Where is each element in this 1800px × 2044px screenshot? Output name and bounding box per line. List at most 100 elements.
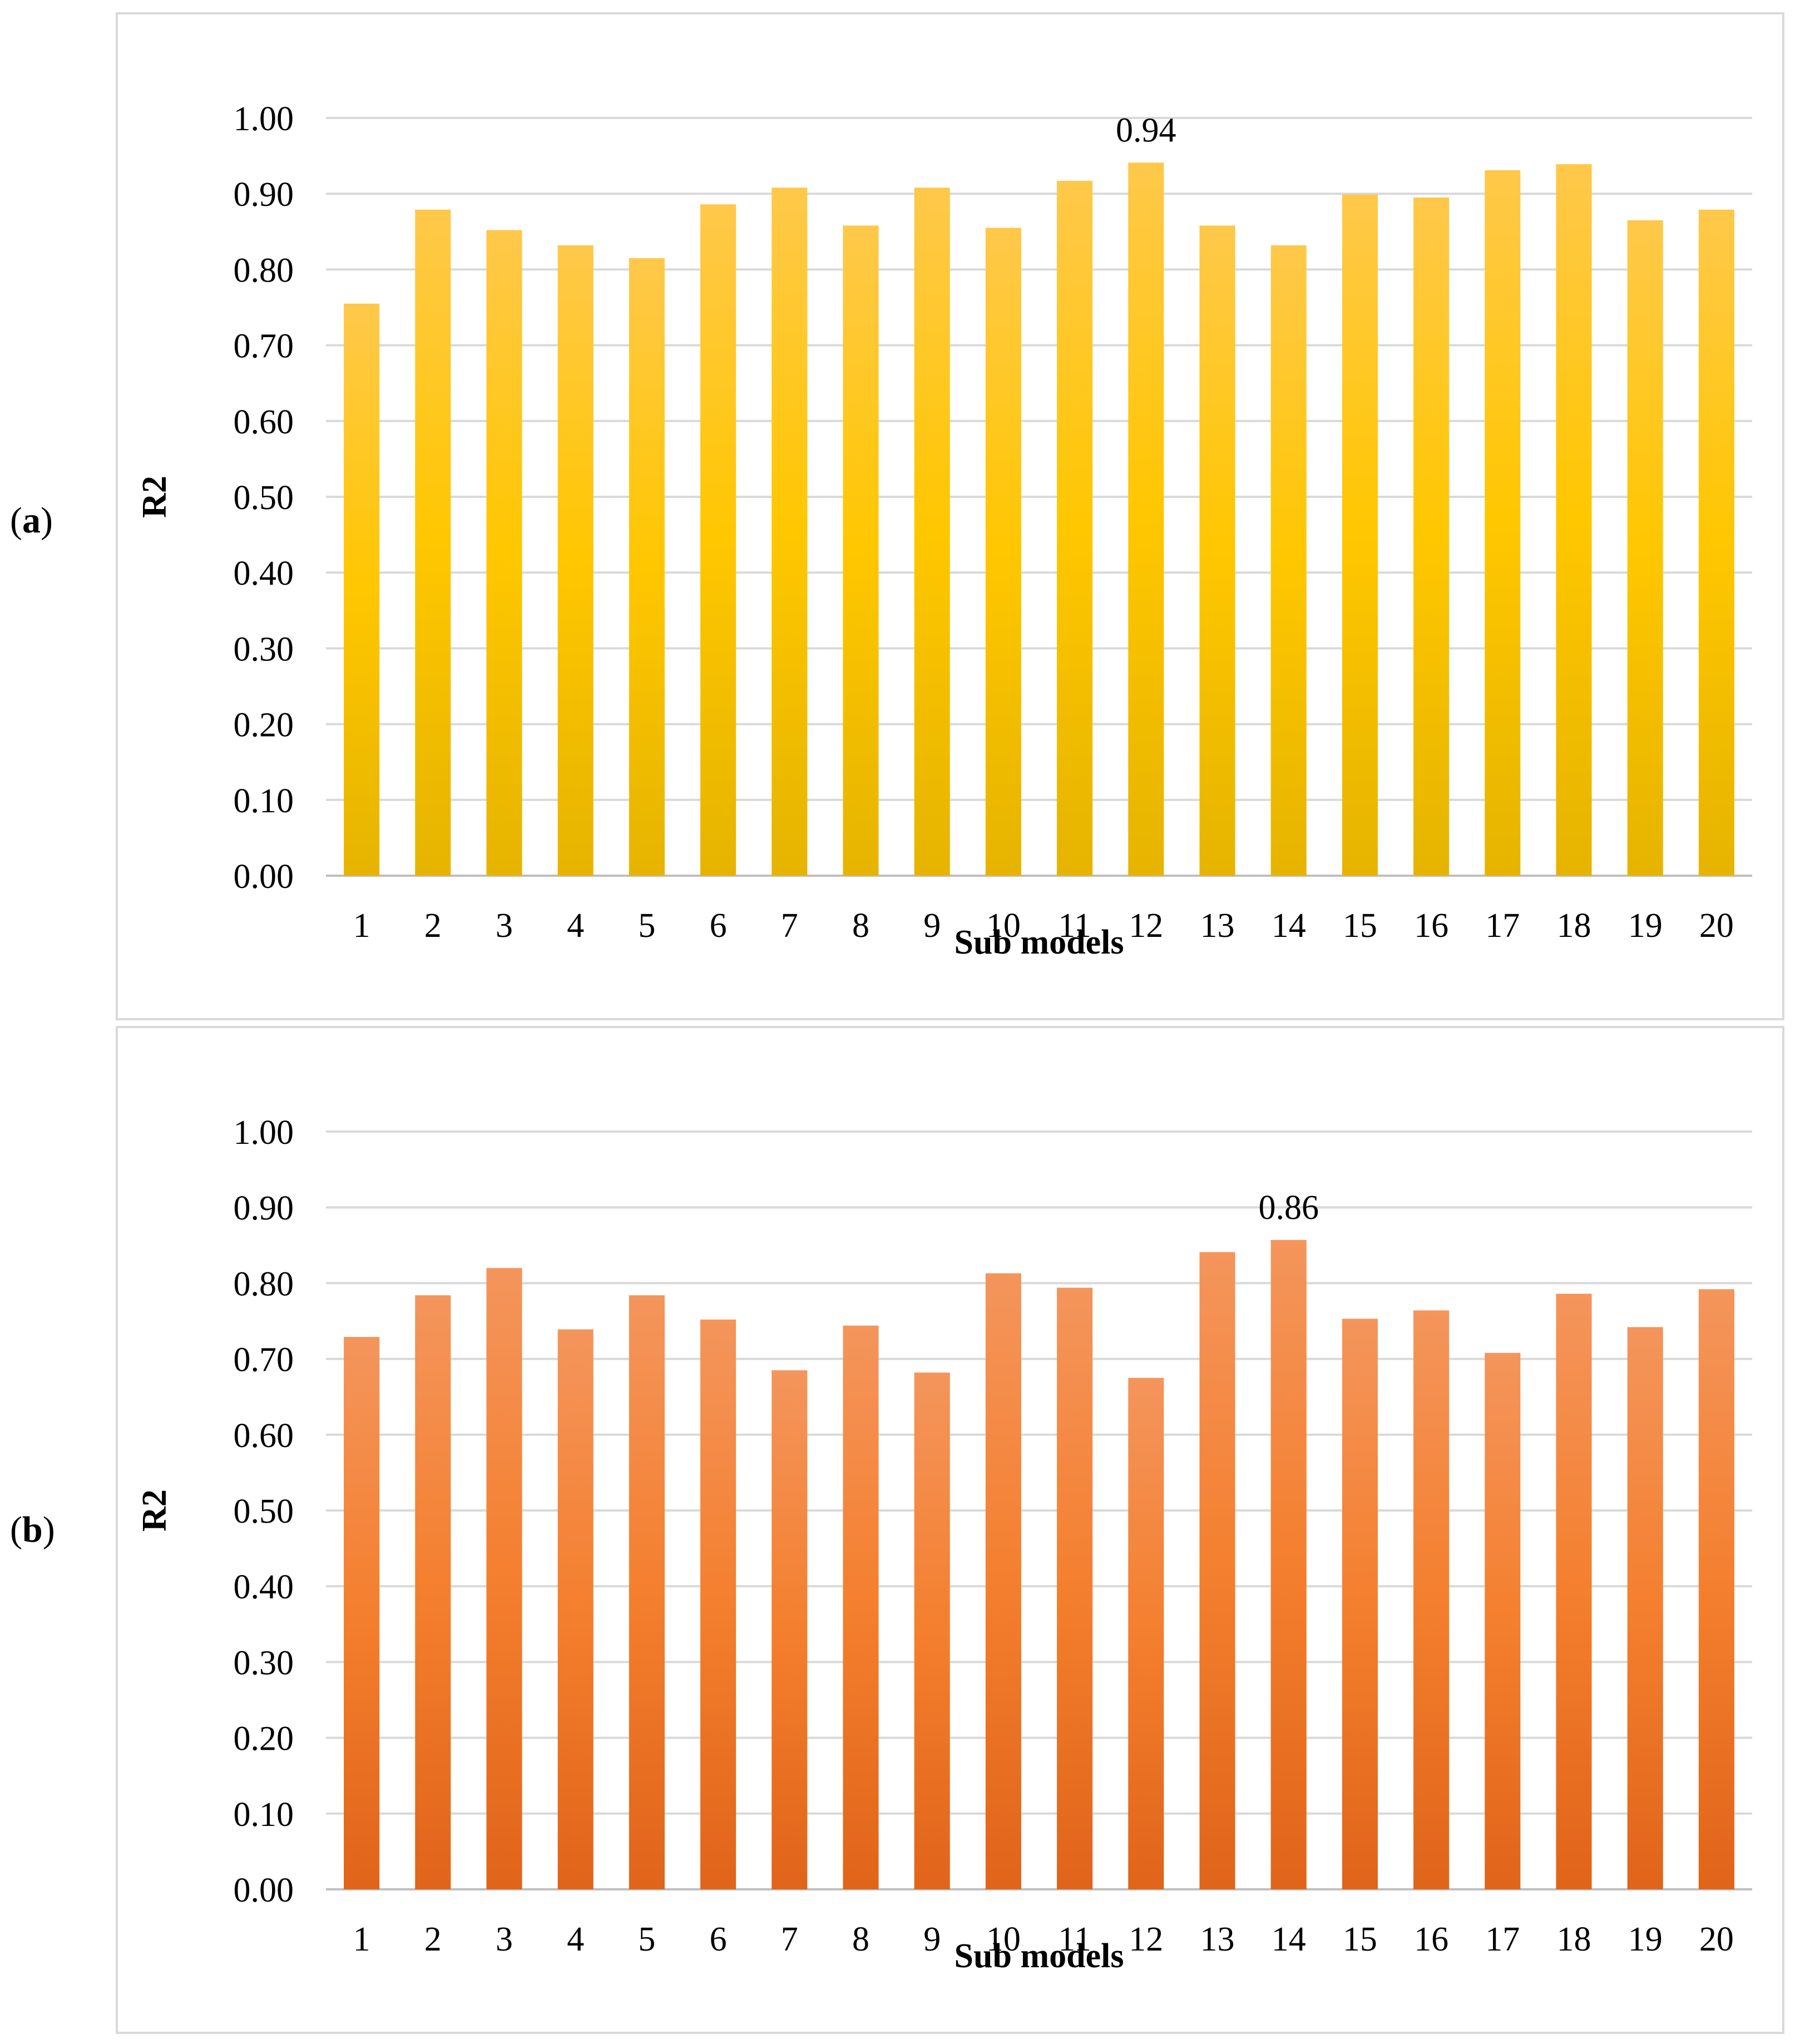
bar [1270,245,1307,876]
bar [1057,181,1093,876]
y-tick-label: 0.10 [234,782,294,820]
y-tick-label: 0.30 [234,1644,294,1682]
x-tick-label: 10 [986,907,1021,945]
bar [843,225,879,876]
bar [1556,164,1592,876]
y-tick-label: 0.00 [234,858,294,896]
bar [1270,1240,1307,1889]
y-tick-label: 0.40 [234,1568,294,1606]
y-tick-label: 0.50 [234,1493,294,1530]
bar [344,1337,380,1889]
chart-b-container: 0.00 0.10 0.20 0.30 0.40 0.50 0.60 0.70 0.80 0.90… [116,1026,1784,2034]
x-tick-label: 11 [1058,907,1091,945]
x-tick-label: 2 [424,1920,442,1958]
bar [1627,1327,1663,1889]
bar [1413,1310,1450,1889]
x-tick-label: 18 [1557,1920,1591,1958]
data-label: 0.86 [1258,1189,1319,1227]
y-axis-title: R2 [136,476,174,518]
x-tick-label: 20 [1699,907,1734,945]
bar [1698,209,1734,876]
x-tick-label: 1 [353,1920,370,1958]
bar [344,303,380,876]
panel-label-a: (a) [10,500,53,541]
x-axis-title: Sub models [955,924,1124,961]
x-tick-label: 6 [710,907,727,945]
x-tick-label: 5 [638,907,655,945]
bar [843,1325,879,1889]
bar [1128,1378,1164,1889]
chart-a-container: 0.00 0.10 0.20 0.30 0.40 0.50 0.60 0.70 0.80 0.90… [116,12,1784,1020]
bar [486,1268,522,1889]
bar [557,245,594,876]
bar [1342,194,1378,876]
y-tick-label: 0.80 [234,251,294,289]
x-tick-label: 3 [496,1920,513,1958]
y-tick-label: 1.00 [234,1114,294,1152]
y-tick-label: 0.60 [234,1417,294,1455]
x-tick-label: 8 [852,907,869,945]
bar [1698,1289,1734,1889]
bar [629,1295,665,1889]
y-tick-label: 0.90 [234,176,294,214]
bar [772,187,808,876]
bar [1199,225,1235,876]
x-tick-label: 3 [496,907,513,945]
x-tick-label: 15 [1343,907,1377,945]
bar [1199,1252,1235,1889]
x-tick-label: 4 [567,1920,584,1958]
x-tick-label: 1 [353,907,370,945]
bar [985,228,1021,876]
bar [1413,198,1450,876]
x-axis-title: Sub models [955,1937,1124,1975]
y-tick-label: 0.30 [234,630,294,668]
bar [1485,170,1521,876]
y-tick-label: 0.70 [234,1341,294,1379]
x-tick-label: 14 [1272,907,1306,945]
x-tick-label: 7 [781,1920,798,1958]
y-tick-label: 0.00 [234,1872,294,1909]
bar [486,230,522,876]
x-tick-label: 17 [1485,1920,1520,1958]
bar [1556,1293,1592,1889]
bar [1342,1319,1378,1889]
x-tick-label: 13 [1200,907,1235,945]
y-tick-label: 0.70 [234,328,294,366]
panel-letter-b: b [22,1509,43,1550]
x-tick-label: 10 [986,1920,1021,1958]
bar [914,187,950,876]
x-tick-label: 18 [1557,907,1591,945]
bar [415,209,451,876]
bar-chart-a: 0.00 0.10 0.20 0.30 0.40 0.50 0.60 0.70 0.80 0.90… [136,100,1752,961]
x-tick-label: 4 [567,907,584,945]
panel-letter-a: a [22,500,41,541]
x-tick-label: 20 [1699,1920,1734,1958]
bar [700,1319,736,1889]
data-label: 0.94 [1116,111,1176,149]
x-tick-label: 2 [424,907,442,945]
x-tick-label: 19 [1628,907,1663,945]
x-tick-label: 9 [923,907,941,945]
x-tick-label: 5 [638,1920,655,1958]
bar [1627,220,1663,876]
bar [415,1295,451,1889]
y-tick-label: 0.10 [234,1796,294,1834]
y-tick-label: 0.50 [234,479,294,517]
x-tick-label: 17 [1485,907,1520,945]
y-tick-label: 0.90 [234,1189,294,1227]
x-tick-label: 11 [1058,1920,1091,1958]
y-tick-label: 0.20 [234,1720,294,1758]
x-tick-label: 13 [1200,1920,1235,1958]
bar [700,204,736,876]
y-tick-label: 0.80 [234,1265,294,1303]
x-tick-label: 12 [1129,907,1163,945]
x-tick-label: 14 [1272,1920,1306,1958]
bar [1057,1287,1093,1889]
bar [1485,1352,1521,1889]
y-tick-label: 1.00 [234,100,294,138]
x-tick-label: 16 [1414,1920,1448,1958]
y-tick-label: 0.40 [234,555,294,593]
bar [772,1370,808,1889]
panel-label-b: (b) [10,1509,55,1550]
x-tick-label: 7 [781,907,798,945]
